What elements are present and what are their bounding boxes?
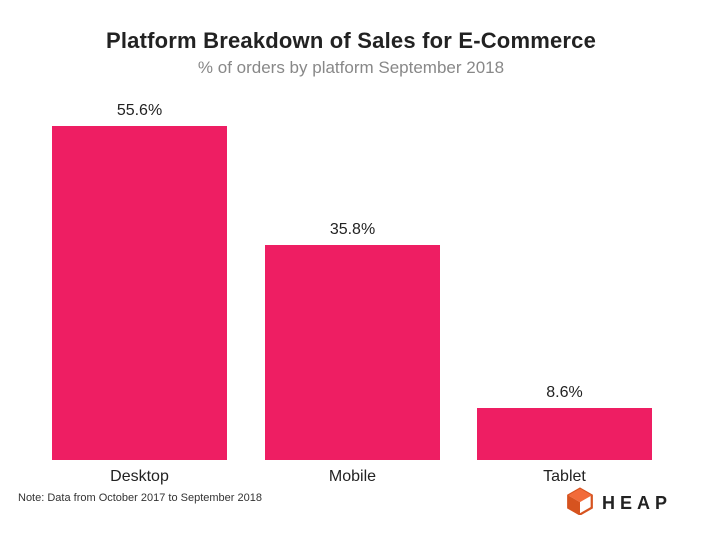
bar-mobile: 35.8% bbox=[265, 100, 440, 460]
chart-container: Platform Breakdown of Sales for E-Commer… bbox=[0, 0, 702, 538]
bar-rect bbox=[477, 408, 652, 460]
brand-logo: HEAP bbox=[566, 487, 672, 520]
x-label: Desktop bbox=[52, 468, 227, 486]
bar-rect bbox=[265, 245, 440, 460]
chart-title: Platform Breakdown of Sales for E-Commer… bbox=[0, 28, 702, 54]
x-axis-labels: Desktop Mobile Tablet bbox=[52, 468, 652, 492]
x-label: Mobile bbox=[265, 468, 440, 486]
bar-desktop: 55.6% bbox=[52, 100, 227, 460]
footnote: Note: Data from October 2017 to Septembe… bbox=[18, 492, 262, 504]
bar-rect bbox=[52, 126, 227, 460]
x-label: Tablet bbox=[477, 468, 652, 486]
brand-name: HEAP bbox=[602, 493, 672, 514]
plot-area: 55.6% 35.8% 8.6% bbox=[52, 100, 652, 460]
bar-tablet: 8.6% bbox=[477, 100, 652, 460]
bar-value-label: 55.6% bbox=[52, 102, 227, 120]
chart-subtitle: % of orders by platform September 2018 bbox=[0, 58, 702, 78]
bar-value-label: 8.6% bbox=[477, 384, 652, 402]
bar-value-label: 35.8% bbox=[265, 221, 440, 239]
heap-cube-icon bbox=[566, 487, 594, 520]
